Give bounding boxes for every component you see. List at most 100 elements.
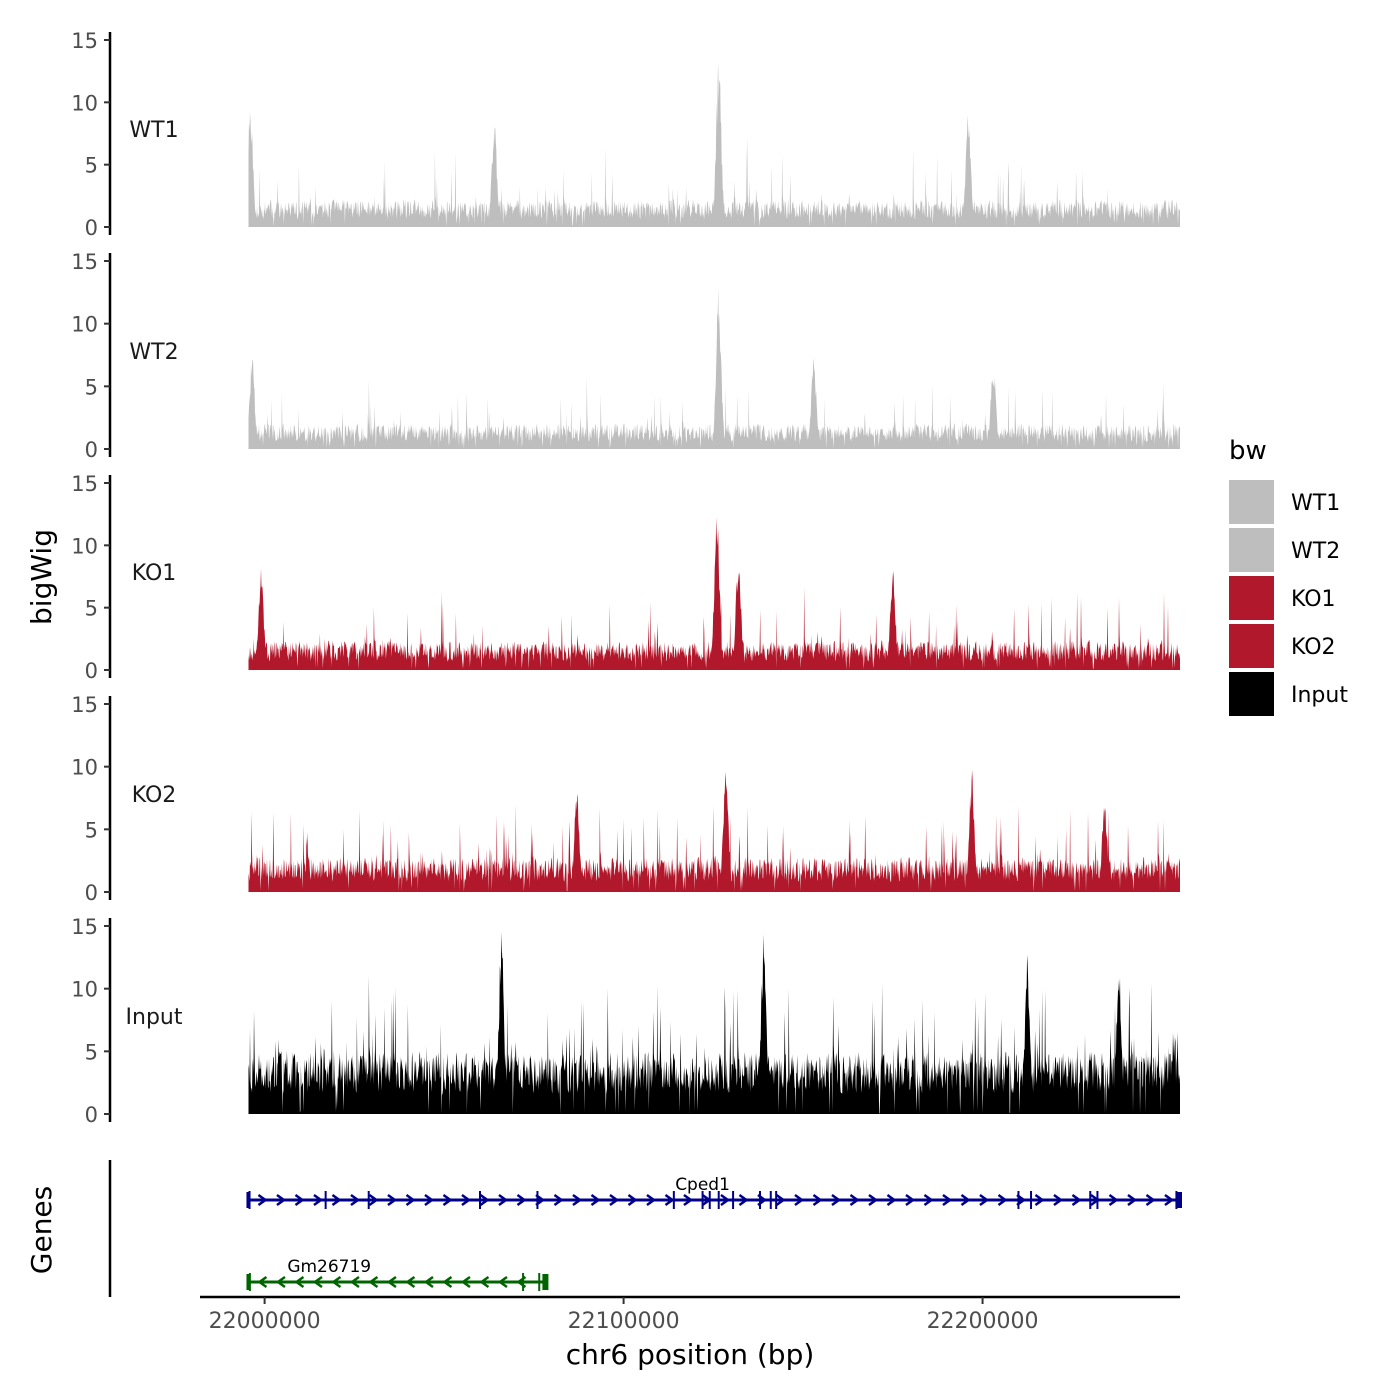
strand-arrow [368, 1275, 379, 1289]
strand-arrow [627, 1193, 638, 1207]
x-axis: 22000000 22100000 22200000 [200, 1295, 1180, 1334]
y-tick-label: 5 [85, 818, 98, 842]
strand-arrow [831, 1193, 842, 1207]
track-wt1: 0 5 10 15 WT1 [71, 29, 1180, 240]
strand-arrow [553, 1193, 564, 1207]
y-tick-label: 5 [85, 597, 98, 621]
strand-arrow [960, 1193, 971, 1207]
strand-arrow [405, 1275, 416, 1289]
track-ko2: 0 5 10 15 KO2 [71, 693, 1180, 905]
strand-arrow [720, 1193, 731, 1207]
strand-arrow [979, 1193, 990, 1207]
track-label: WT1 [129, 118, 178, 143]
legend: bw WT1 WT2 KO1 KO2 Input [1229, 436, 1348, 716]
y-tick-label: 10 [71, 91, 98, 115]
strand-arrow [331, 1275, 342, 1289]
legend-label-wt1: WT1 [1291, 491, 1340, 516]
gene-cped1: Cped1 [246, 1175, 1182, 1209]
strand-arrow [886, 1193, 897, 1207]
strand-arrow [479, 1193, 490, 1207]
genes-track: Cped1 Gm26719 [108, 1160, 1182, 1297]
y-tick-label: 5 [85, 375, 98, 399]
y-tick-label: 5 [85, 1040, 98, 1064]
strand-arrow [313, 1193, 324, 1207]
y-tick-label: 5 [85, 154, 98, 178]
strand-arrow [1053, 1193, 1064, 1207]
strand-arrow [294, 1193, 305, 1207]
strand-arrow [275, 1275, 286, 1289]
strand-arrow [775, 1193, 786, 1207]
y-tick-label: 0 [85, 659, 98, 683]
strand-arrow [868, 1193, 879, 1207]
signal-area-wt2 [248, 288, 1180, 449]
strand-arrow [405, 1193, 416, 1207]
strand-arrow [424, 1193, 435, 1207]
track-input: 0 5 10 15 Input [71, 915, 1180, 1127]
strand-arrow [997, 1193, 1008, 1207]
gene-end-block [542, 1274, 549, 1290]
strand-arrow [423, 1275, 434, 1289]
y-tick-label: 10 [71, 978, 98, 1002]
strand-arrow [942, 1193, 953, 1207]
strand-arrow [849, 1193, 860, 1207]
strand-arrow [331, 1193, 342, 1207]
y-axis-title: bigWig [25, 529, 58, 625]
gene-name-label: Cped1 [675, 1175, 730, 1195]
gene-start-block [246, 1274, 251, 1290]
legend-swatch-wt1 [1229, 480, 1274, 524]
gene-end-block [1176, 1192, 1182, 1208]
strand-arrow [1034, 1193, 1045, 1207]
strand-arrow [276, 1193, 287, 1207]
strand-arrow [1108, 1193, 1119, 1207]
track-ko1: 0 5 10 15 KO1 [71, 472, 1180, 683]
strand-arrow [1145, 1193, 1156, 1207]
genes-axis-title: Genes [25, 1186, 58, 1274]
strand-arrow [368, 1193, 379, 1207]
track-label: KO2 [132, 783, 177, 808]
legend-swatch-ko1 [1229, 576, 1274, 620]
strand-arrow [905, 1193, 916, 1207]
strand-arrow [442, 1193, 453, 1207]
strand-arrow [257, 1275, 268, 1289]
signal-area-ko1 [248, 517, 1180, 670]
strand-arrow [497, 1275, 508, 1289]
y-tick-label: 15 [71, 250, 98, 274]
strand-arrow [312, 1275, 323, 1289]
strand-arrow [590, 1193, 601, 1207]
y-tick-label: 10 [71, 756, 98, 780]
track-label: KO1 [132, 561, 177, 586]
strand-arrow [923, 1193, 934, 1207]
strand-arrow [350, 1193, 361, 1207]
strand-arrow [609, 1193, 620, 1207]
signal-tracks: 0 5 10 15 WT1 0 5 10 15 WT2 0 5 10 15 KO1 0 5 10 15 KO2 0 5 10… [71, 29, 1180, 1127]
strand-arrow [386, 1275, 397, 1289]
y-tick-label: 0 [85, 881, 98, 905]
strand-arrow [664, 1193, 675, 1207]
track-label: WT2 [129, 340, 178, 365]
legend-label-ko2: KO2 [1291, 635, 1336, 660]
y-tick-label: 15 [71, 472, 98, 496]
track-label: Input [126, 1005, 183, 1030]
strand-arrow [498, 1193, 509, 1207]
y-tick-label: 0 [85, 438, 98, 462]
signal-area-ko2 [248, 769, 1180, 892]
strand-arrow [294, 1275, 305, 1289]
signal-area-wt1 [248, 62, 1180, 227]
strand-arrow [516, 1193, 527, 1207]
strand-arrow [738, 1193, 749, 1207]
x-tick-label: 22200000 [927, 1309, 1039, 1334]
x-axis-title: chr6 position (bp) [566, 1338, 815, 1371]
strand-arrow [572, 1193, 583, 1207]
strand-arrow [442, 1275, 453, 1289]
strand-arrow [794, 1193, 805, 1207]
legend-label-wt2: WT2 [1291, 539, 1340, 564]
legend-swatch-ko2 [1229, 624, 1274, 668]
strand-arrow [349, 1275, 360, 1289]
strand-arrow [257, 1193, 268, 1207]
strand-arrow [1127, 1193, 1138, 1207]
legend-title: bw [1229, 436, 1267, 466]
strand-arrow [461, 1193, 472, 1207]
y-tick-label: 15 [71, 29, 98, 53]
strand-arrow [1071, 1193, 1082, 1207]
x-tick-label: 22000000 [209, 1309, 321, 1334]
